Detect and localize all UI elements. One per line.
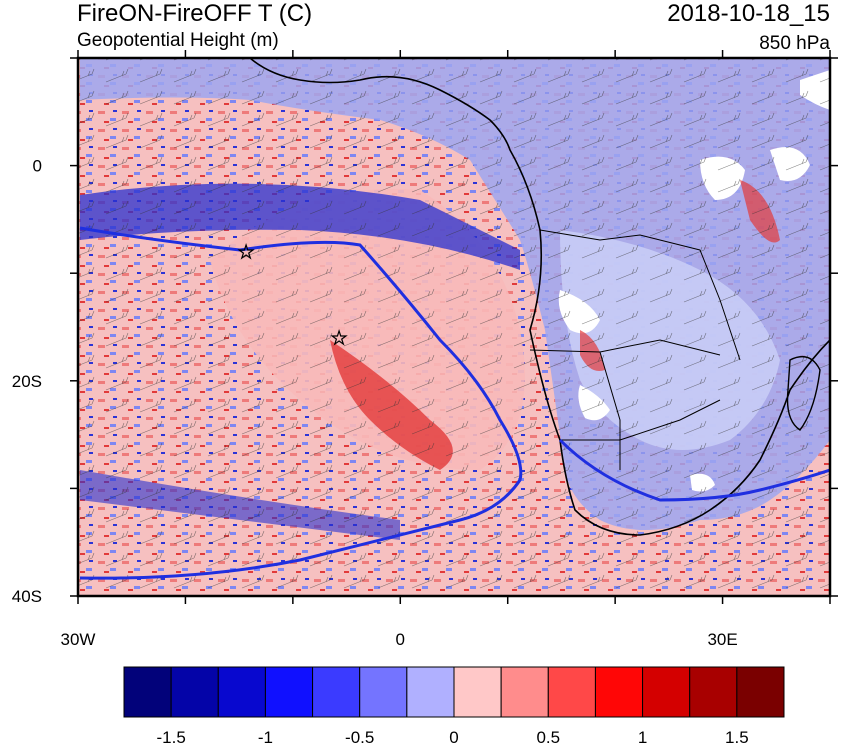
- colorbar-label: -1.5: [156, 728, 186, 747]
- temperature-difference-field: ★ ★: [78, 58, 830, 596]
- colorbar-swatch: [736, 666, 785, 718]
- colorbar-swatch: [642, 666, 691, 718]
- map-title: FireON-FireOFF T (C): [77, 0, 313, 27]
- lat-tick-label: 40S: [12, 587, 42, 606]
- lon-tick-label: 0: [396, 630, 405, 649]
- colorbar-label: 0.5: [536, 728, 561, 747]
- lat-tick-label: 0: [33, 157, 42, 176]
- country-borders: [529, 229, 741, 470]
- colorbar-swatch: [689, 666, 738, 718]
- africa-coastline: [249, 58, 830, 536]
- colorbar-swatch: [547, 666, 596, 718]
- map-subtitle: Geopotential Height (m): [77, 30, 279, 51]
- lon-tick-label: 30E: [707, 630, 737, 649]
- geopotential-contour-1: [79, 226, 523, 580]
- star-marker-1: ★: [238, 242, 254, 262]
- lon-tick-label: 30W: [61, 630, 96, 649]
- colorbar-label: -0.5: [345, 728, 375, 747]
- madagascar-outline: [786, 356, 821, 431]
- colorbar-label: -1: [257, 728, 273, 747]
- axis-ticks: [70, 50, 838, 604]
- colorbar-swatch: [312, 666, 361, 718]
- lat-tick-label: 20S: [12, 372, 42, 391]
- colorbar-swatch: [217, 666, 266, 718]
- map-frame: [76, 56, 832, 598]
- colorbar: [123, 666, 785, 718]
- geopotential-contour-2: [558, 438, 830, 502]
- pressure-level: 850 hPa: [759, 33, 830, 54]
- colorbar-label: 1: [637, 728, 648, 747]
- colorbar-label: 1.5: [725, 728, 749, 747]
- star-marker-2: ★: [331, 328, 347, 348]
- colorbar-swatch: [359, 666, 408, 718]
- colorbar-swatch: [170, 666, 219, 718]
- colorbar-swatch: [453, 666, 502, 718]
- colorbar-swatch: [406, 666, 455, 718]
- axis-labels: 30W 0 30E 0 20S 40S: [12, 157, 738, 649]
- colorbar-swatch: [594, 666, 644, 718]
- colorbar-label: 0: [449, 728, 459, 747]
- colorbar-swatch: [123, 666, 172, 718]
- colorbar-swatch: [264, 666, 314, 718]
- colorbar-swatch: [500, 666, 549, 718]
- valid-time: 2018-10-18_15: [667, 0, 830, 27]
